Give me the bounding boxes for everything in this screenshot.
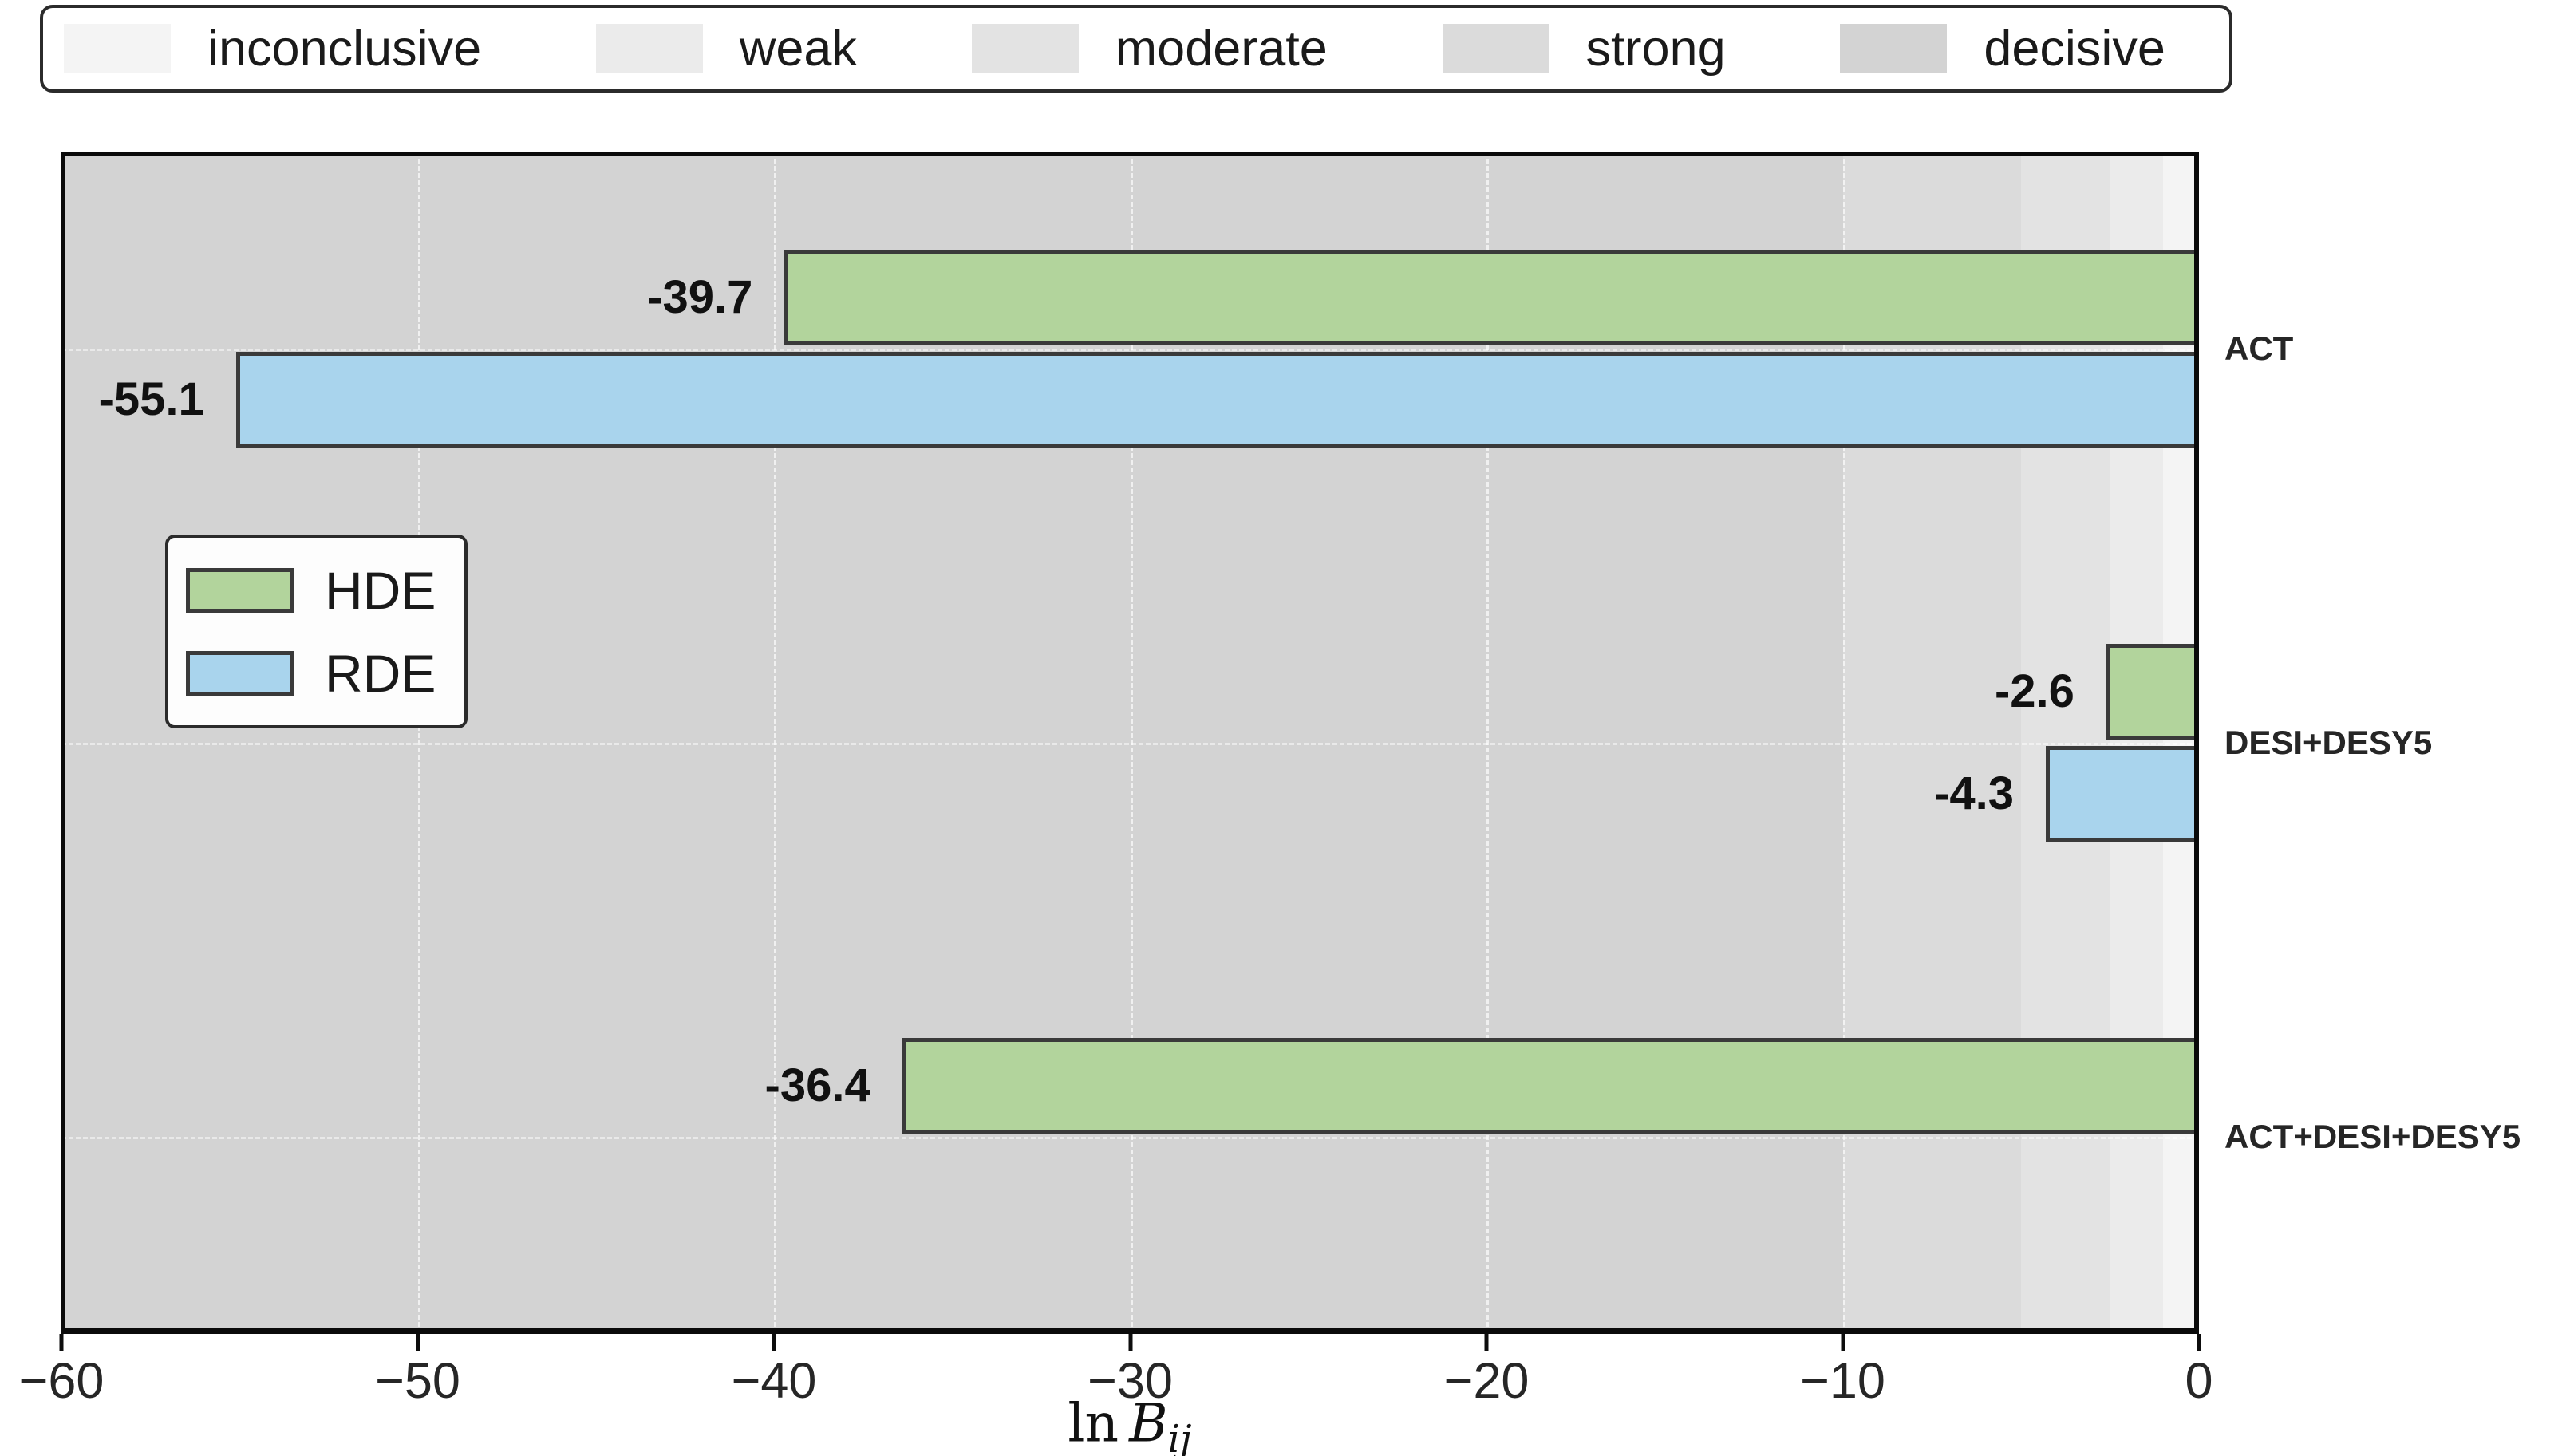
bar-rde-act [235, 352, 2199, 448]
plot-spine-top [61, 152, 2199, 156]
plot-spine-bottom [61, 1328, 2199, 1334]
x-tick-mark [1841, 1334, 1845, 1351]
evidence-label-strong: strong [1585, 20, 1726, 77]
x-tick-mark [2197, 1334, 2201, 1351]
x-tick-label: −30 [1088, 1353, 1173, 1409]
evidence-legend-item-moderate: moderate [971, 20, 1328, 77]
series-label-hde: HDE [325, 560, 436, 620]
bar-hde-act [784, 250, 2199, 345]
evidence-swatch-inconclusive [64, 24, 171, 73]
x-tick-label: 0 [2185, 1353, 2213, 1409]
x-tick-mark [1128, 1334, 1132, 1351]
evidence-legend-item-inconclusive: inconclusive [64, 20, 482, 77]
bar-value-label-rde-desi-desy5: -4.3 [1934, 767, 2015, 819]
category-label-act-desi-desy5: ACT+DESI+DESY5 [2224, 1118, 2521, 1155]
xlabel-prefix: ln [1068, 1392, 1119, 1454]
plot-area: -39.7 -2.6 -36.4 -55.1 -4.3 HDE RDE [61, 152, 2199, 1334]
xlabel-symbol: B [1129, 1392, 1168, 1454]
evidence-swatch-strong [1442, 24, 1549, 73]
x-tick-label: −10 [1800, 1353, 1885, 1409]
evidence-legend-item-strong: strong [1442, 20, 1726, 77]
x-tick-mark [416, 1334, 420, 1351]
evidence-swatch-weak [595, 24, 703, 73]
x-tick-label: −50 [375, 1353, 460, 1409]
series-label-rde: RDE [325, 643, 436, 703]
series-legend-item-rde: RDE [186, 647, 464, 700]
bar-hde-act-desi-desy5 [902, 1038, 2199, 1134]
gridline-horizontal [61, 1137, 2199, 1139]
bar-value-label-rde-act: -55.1 [98, 373, 204, 425]
evidence-label-weak: weak [739, 20, 857, 77]
xlabel-subscript: ij [1167, 1417, 1192, 1456]
x-axis-label: ln Bij [1068, 1397, 1192, 1456]
series-swatch-rde [186, 650, 294, 696]
evidence-label-decisive: decisive [1984, 20, 2165, 77]
x-tick-mark [772, 1334, 776, 1351]
evidence-label-inconclusive: inconclusive [207, 20, 482, 77]
evidence-legend: inconclusive weak moderate strong decisive [40, 5, 2232, 93]
x-tick-label: −20 [1443, 1353, 1530, 1409]
bar-rde-desi-desy5 [2046, 746, 2199, 842]
evidence-legend-item-decisive: decisive [1840, 20, 2165, 77]
x-tick-mark [1484, 1334, 1489, 1351]
x-tick-label: −40 [731, 1353, 817, 1409]
series-legend-item-hde: HDE [186, 564, 464, 617]
plot-spine-right [2194, 152, 2199, 1334]
gridline-horizontal [61, 743, 2199, 745]
gridline-horizontal [61, 349, 2199, 351]
evidence-swatch-decisive [1840, 24, 1948, 73]
category-label-desi-desy5: DESI+DESY5 [2224, 724, 2433, 761]
bar-value-label-hde-act: -39.7 [647, 271, 753, 323]
category-label-act: ACT [2224, 329, 2294, 367]
bar-value-label-hde-desi-desy5: -2.6 [1994, 665, 2074, 717]
evidence-label-moderate: moderate [1115, 20, 1328, 77]
bar-value-label-hde-act-desi-desy5: -36.4 [764, 1059, 870, 1111]
bar-hde-desi-desy5 [2106, 644, 2199, 740]
x-tick-label: −60 [18, 1353, 105, 1409]
series-legend: HDE RDE [165, 535, 468, 728]
series-swatch-hde [186, 567, 294, 613]
plot-spine-left [61, 152, 65, 1334]
evidence-swatch-moderate [971, 24, 1079, 73]
x-tick-mark [59, 1334, 64, 1351]
evidence-legend-item-weak: weak [595, 20, 857, 77]
